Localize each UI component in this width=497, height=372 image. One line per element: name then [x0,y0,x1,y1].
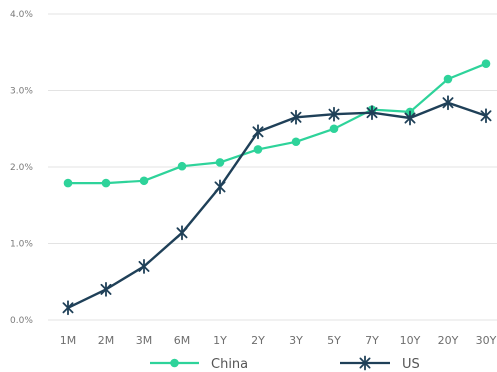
x-tick-label: 3Y [289,334,303,347]
data-point [291,137,301,147]
series-china [63,59,491,188]
y-tick-label: 3.0% [10,87,33,97]
data-point [101,178,111,188]
data-point [366,105,378,121]
data-point [176,225,188,241]
x-tick-label: 7Y [365,334,379,347]
legend-marker [359,355,371,371]
legend-marker [170,358,179,368]
data-point [404,110,416,126]
legend-label: US [402,357,420,372]
series-us [62,95,492,316]
data-point [62,300,74,316]
x-tick-label: 10Y [400,334,421,347]
series-lines [62,59,492,316]
data-point [63,178,73,188]
series-line-us [66,101,488,309]
x-tick-label: 1M [60,334,77,347]
x-tick-label: 3M [136,334,153,347]
x-tick-label: 2M [98,334,115,347]
data-point [139,176,149,186]
data-point [138,259,150,274]
data-point [252,124,264,140]
legend-item-us: US [340,355,420,372]
legend: China US [150,355,420,372]
legend-item-china: China [150,357,248,372]
x-tick-label: 1Y [213,334,227,347]
gridlines [48,13,497,321]
data-point [177,161,187,171]
data-point [480,108,492,124]
data-point [290,109,302,125]
x-tick-label: 20Y [438,334,459,347]
data-point [215,158,225,167]
y-tick-label: 4.0% [10,10,33,20]
data-point [328,106,340,122]
data-point [100,281,112,297]
data-point [329,124,339,134]
data-point [253,145,263,154]
data-point [442,95,454,111]
x-tick-label: 5Y [327,334,341,347]
y-axis-ticks: 0.0% 1.0% 2.0% 3.0% 4.0% [10,10,33,326]
x-tick-label: 30Y [476,334,497,347]
y-tick-label: 2.0% [10,163,33,173]
x-axis-ticks: 1M 2M 3M 6M 1Y 2Y 3Y 5Y 7Y 10Y 20Y 30Y [60,334,497,347]
x-tick-label: 2Y [251,334,265,347]
legend-label: China [211,357,248,372]
y-tick-label: 1.0% [10,240,33,250]
data-point [443,74,453,84]
data-point [214,179,226,195]
data-point [481,59,491,69]
y-tick-label: 0.0% [10,316,33,326]
series-line-china [66,62,488,185]
x-tick-label: 6M [174,334,191,347]
